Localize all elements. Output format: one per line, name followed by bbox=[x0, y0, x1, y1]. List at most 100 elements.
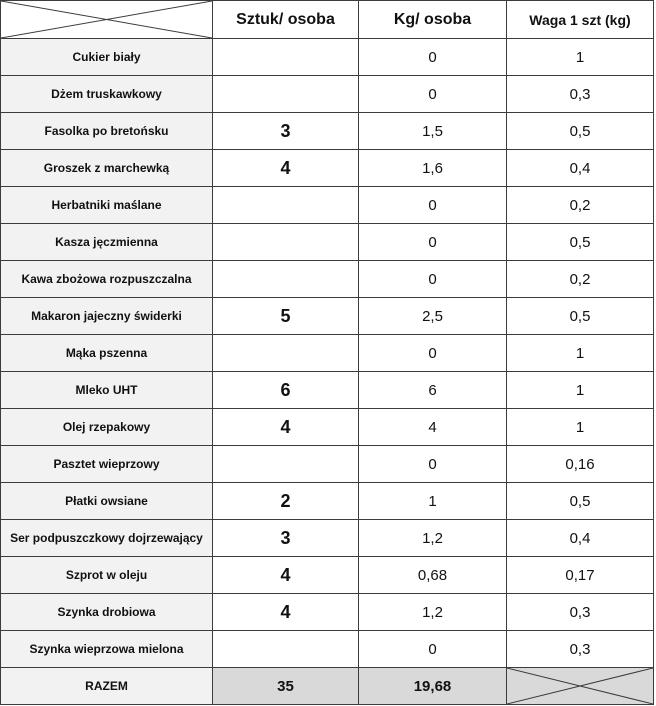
data-row: Cukier biały 0 1 bbox=[0, 38, 654, 76]
weight-cell: 0,3 bbox=[506, 630, 654, 668]
data-row: Szprot w oleju 4 0,68 0,17 bbox=[0, 556, 654, 594]
weight-cell: 0,3 bbox=[506, 75, 654, 113]
pieces-cell: 3 bbox=[212, 519, 359, 557]
weight-cell: 0,5 bbox=[506, 223, 654, 261]
data-row: Pasztet wieprzowy 0 0,16 bbox=[0, 445, 654, 483]
data-row: Szynka wieprzowa mielona 0 0,3 bbox=[0, 630, 654, 668]
weight-cell: 0,17 bbox=[506, 556, 654, 594]
pieces-cell: 4 bbox=[212, 593, 359, 631]
pieces-cell: 3 bbox=[212, 112, 359, 150]
header-cell: Kg/ osoba bbox=[358, 0, 507, 39]
kg-cell: 0 bbox=[358, 75, 507, 113]
cross bbox=[507, 668, 653, 704]
product-name: Makaron jajeczny świderki bbox=[0, 297, 213, 335]
total-cell: 35 bbox=[212, 667, 359, 705]
pieces-cell bbox=[212, 75, 359, 113]
data-row: Kawa zbożowa rozpuszczalna 0 0,2 bbox=[0, 260, 654, 298]
total-row: RAZEM 35 19,68 bbox=[0, 667, 654, 705]
total-label: RAZEM bbox=[0, 667, 213, 705]
data-row: Groszek z marchewką 4 1,6 0,4 bbox=[0, 149, 654, 187]
pieces-cell bbox=[212, 334, 359, 372]
kg-cell: 0 bbox=[358, 186, 507, 224]
weight-cell: 1 bbox=[506, 371, 654, 409]
data-row: Dżem truskawkowy 0 0,3 bbox=[0, 75, 654, 113]
product-name: Pasztet wieprzowy bbox=[0, 445, 213, 483]
kg-cell: 0,68 bbox=[358, 556, 507, 594]
product-name: Ser podpuszczkowy dojrzewający bbox=[0, 519, 213, 557]
kg-cell: 1,2 bbox=[358, 593, 507, 631]
header-cell: Waga 1 szt (kg) bbox=[506, 0, 654, 39]
data-row: Kasza jęczmienna 0 0,5 bbox=[0, 223, 654, 261]
data-row: Herbatniki maślane 0 0,2 bbox=[0, 186, 654, 224]
weight-cell: 0,2 bbox=[506, 186, 654, 224]
weight-cell: 0,5 bbox=[506, 482, 654, 520]
weight-cell: 1 bbox=[506, 334, 654, 372]
kg-cell: 6 bbox=[358, 371, 507, 409]
kg-cell: 1 bbox=[358, 482, 507, 520]
header-cell: Sztuk/ osoba bbox=[212, 0, 359, 39]
weight-cell: 0,2 bbox=[506, 260, 654, 298]
header-row: Sztuk/ osoba Kg/ osoba Waga 1 szt (kg) bbox=[0, 0, 654, 39]
product-name: Herbatniki maślane bbox=[0, 186, 213, 224]
product-name: Szynka wieprzowa mielona bbox=[0, 630, 213, 668]
weight-cell: 1 bbox=[506, 408, 654, 446]
product-name: Cukier biały bbox=[0, 38, 213, 76]
kg-cell: 1,2 bbox=[358, 519, 507, 557]
weight-cell: 0,16 bbox=[506, 445, 654, 483]
data-row: Mleko UHT 6 6 1 bbox=[0, 371, 654, 409]
corner-cell bbox=[0, 0, 213, 39]
product-name: Szprot w oleju bbox=[0, 556, 213, 594]
kg-cell: 2,5 bbox=[358, 297, 507, 335]
product-name: Kasza jęczmienna bbox=[0, 223, 213, 261]
pieces-cell bbox=[212, 223, 359, 261]
data-row: Ser podpuszczkowy dojrzewający 3 1,2 0,4 bbox=[0, 519, 654, 557]
product-name: Olej rzepakowy bbox=[0, 408, 213, 446]
kg-cell: 0 bbox=[358, 260, 507, 298]
kg-cell: 0 bbox=[358, 223, 507, 261]
cross bbox=[1, 1, 212, 38]
product-name: Groszek z marchewką bbox=[0, 149, 213, 187]
pieces-cell bbox=[212, 260, 359, 298]
product-name: Szynka drobiowa bbox=[0, 593, 213, 631]
pieces-cell bbox=[212, 630, 359, 668]
weight-cell: 0,5 bbox=[506, 297, 654, 335]
product-name: Mąka pszenna bbox=[0, 334, 213, 372]
data-row: Szynka drobiowa 4 1,2 0,3 bbox=[0, 593, 654, 631]
weight-cell: 1 bbox=[506, 38, 654, 76]
pieces-cell: 4 bbox=[212, 556, 359, 594]
empty-cross-cell bbox=[506, 667, 654, 705]
pieces-cell: 5 bbox=[212, 297, 359, 335]
pieces-cell bbox=[212, 38, 359, 76]
product-name: Kawa zbożowa rozpuszczalna bbox=[0, 260, 213, 298]
pieces-cell: 4 bbox=[212, 408, 359, 446]
weight-cell: 0,4 bbox=[506, 149, 654, 187]
data-row: Fasolka po bretońsku 3 1,5 0,5 bbox=[0, 112, 654, 150]
data-row: Płatki owsiane 2 1 0,5 bbox=[0, 482, 654, 520]
data-row: Mąka pszenna 0 1 bbox=[0, 334, 654, 372]
kg-cell: 4 bbox=[358, 408, 507, 446]
weight-cell: 0,5 bbox=[506, 112, 654, 150]
product-name: Dżem truskawkowy bbox=[0, 75, 213, 113]
product-name: Fasolka po bretońsku bbox=[0, 112, 213, 150]
weight-cell: 0,4 bbox=[506, 519, 654, 557]
pieces-cell bbox=[212, 445, 359, 483]
kg-cell: 1,6 bbox=[358, 149, 507, 187]
pieces-cell bbox=[212, 186, 359, 224]
weight-cell: 0,3 bbox=[506, 593, 654, 631]
kg-cell: 0 bbox=[358, 38, 507, 76]
total-cell: 19,68 bbox=[358, 667, 507, 705]
product-name: Płatki owsiane bbox=[0, 482, 213, 520]
kg-cell: 0 bbox=[358, 445, 507, 483]
kg-cell: 0 bbox=[358, 334, 507, 372]
pieces-cell: 6 bbox=[212, 371, 359, 409]
data-row: Makaron jajeczny świderki 5 2,5 0,5 bbox=[0, 297, 654, 335]
product-name: Mleko UHT bbox=[0, 371, 213, 409]
pieces-cell: 4 bbox=[212, 149, 359, 187]
pieces-cell: 2 bbox=[212, 482, 359, 520]
kg-cell: 1,5 bbox=[358, 112, 507, 150]
data-row: Olej rzepakowy 4 4 1 bbox=[0, 408, 654, 446]
kg-cell: 0 bbox=[358, 630, 507, 668]
